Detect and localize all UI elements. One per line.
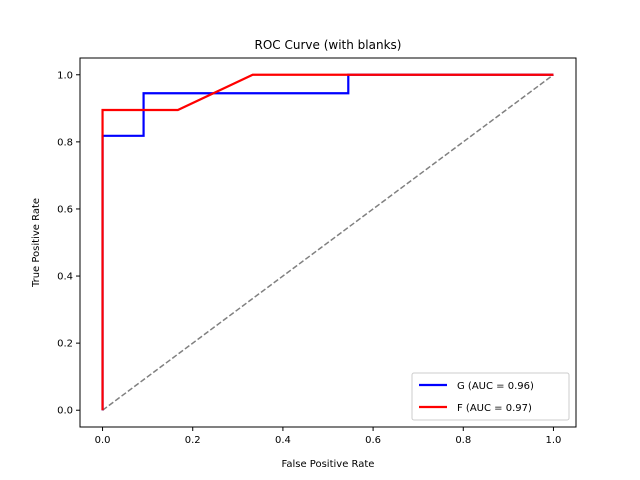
- y-axis-label: True Positive Rate: [31, 198, 42, 288]
- legend: G (AUC = 0.96) F (AUC = 0.97): [411, 372, 570, 421]
- plot-area: [101, 73, 554, 411]
- x-tick-label: 0.0: [95, 435, 111, 446]
- x-tick-label: 0.8: [455, 435, 471, 446]
- y-tick-label: 1.0: [57, 70, 73, 81]
- x-axis-label: False Positive Rate: [282, 459, 375, 470]
- x-tick-label: 0.2: [185, 435, 201, 446]
- series-line-f: [101, 73, 554, 411]
- axis-ticks: 0.0 0.2 0.4 0.6 0.8 1.0 0.0 0.2 0.4 0.6 0.8 1.0: [57, 70, 561, 446]
- legend-label-f: F (AUC = 0.97): [457, 403, 532, 414]
- y-tick-label: 0.6: [57, 204, 73, 215]
- y-tick-label: 0.2: [57, 339, 73, 350]
- axes-frame: [79, 57, 577, 428]
- legend-label-g: G (AUC = 0.96): [457, 381, 534, 392]
- x-tick-label: 0.6: [365, 435, 381, 446]
- y-tick-label: 0.8: [57, 137, 73, 148]
- chart-title: ROC Curve (with blanks): [255, 38, 402, 52]
- legend-box: [411, 372, 570, 421]
- y-tick-label: 0.0: [57, 406, 73, 417]
- chance-line: [102, 74, 554, 411]
- y-tick-label: 0.4: [57, 272, 73, 283]
- x-tick-label: 1.0: [546, 435, 562, 446]
- x-tick-label: 0.4: [275, 435, 291, 446]
